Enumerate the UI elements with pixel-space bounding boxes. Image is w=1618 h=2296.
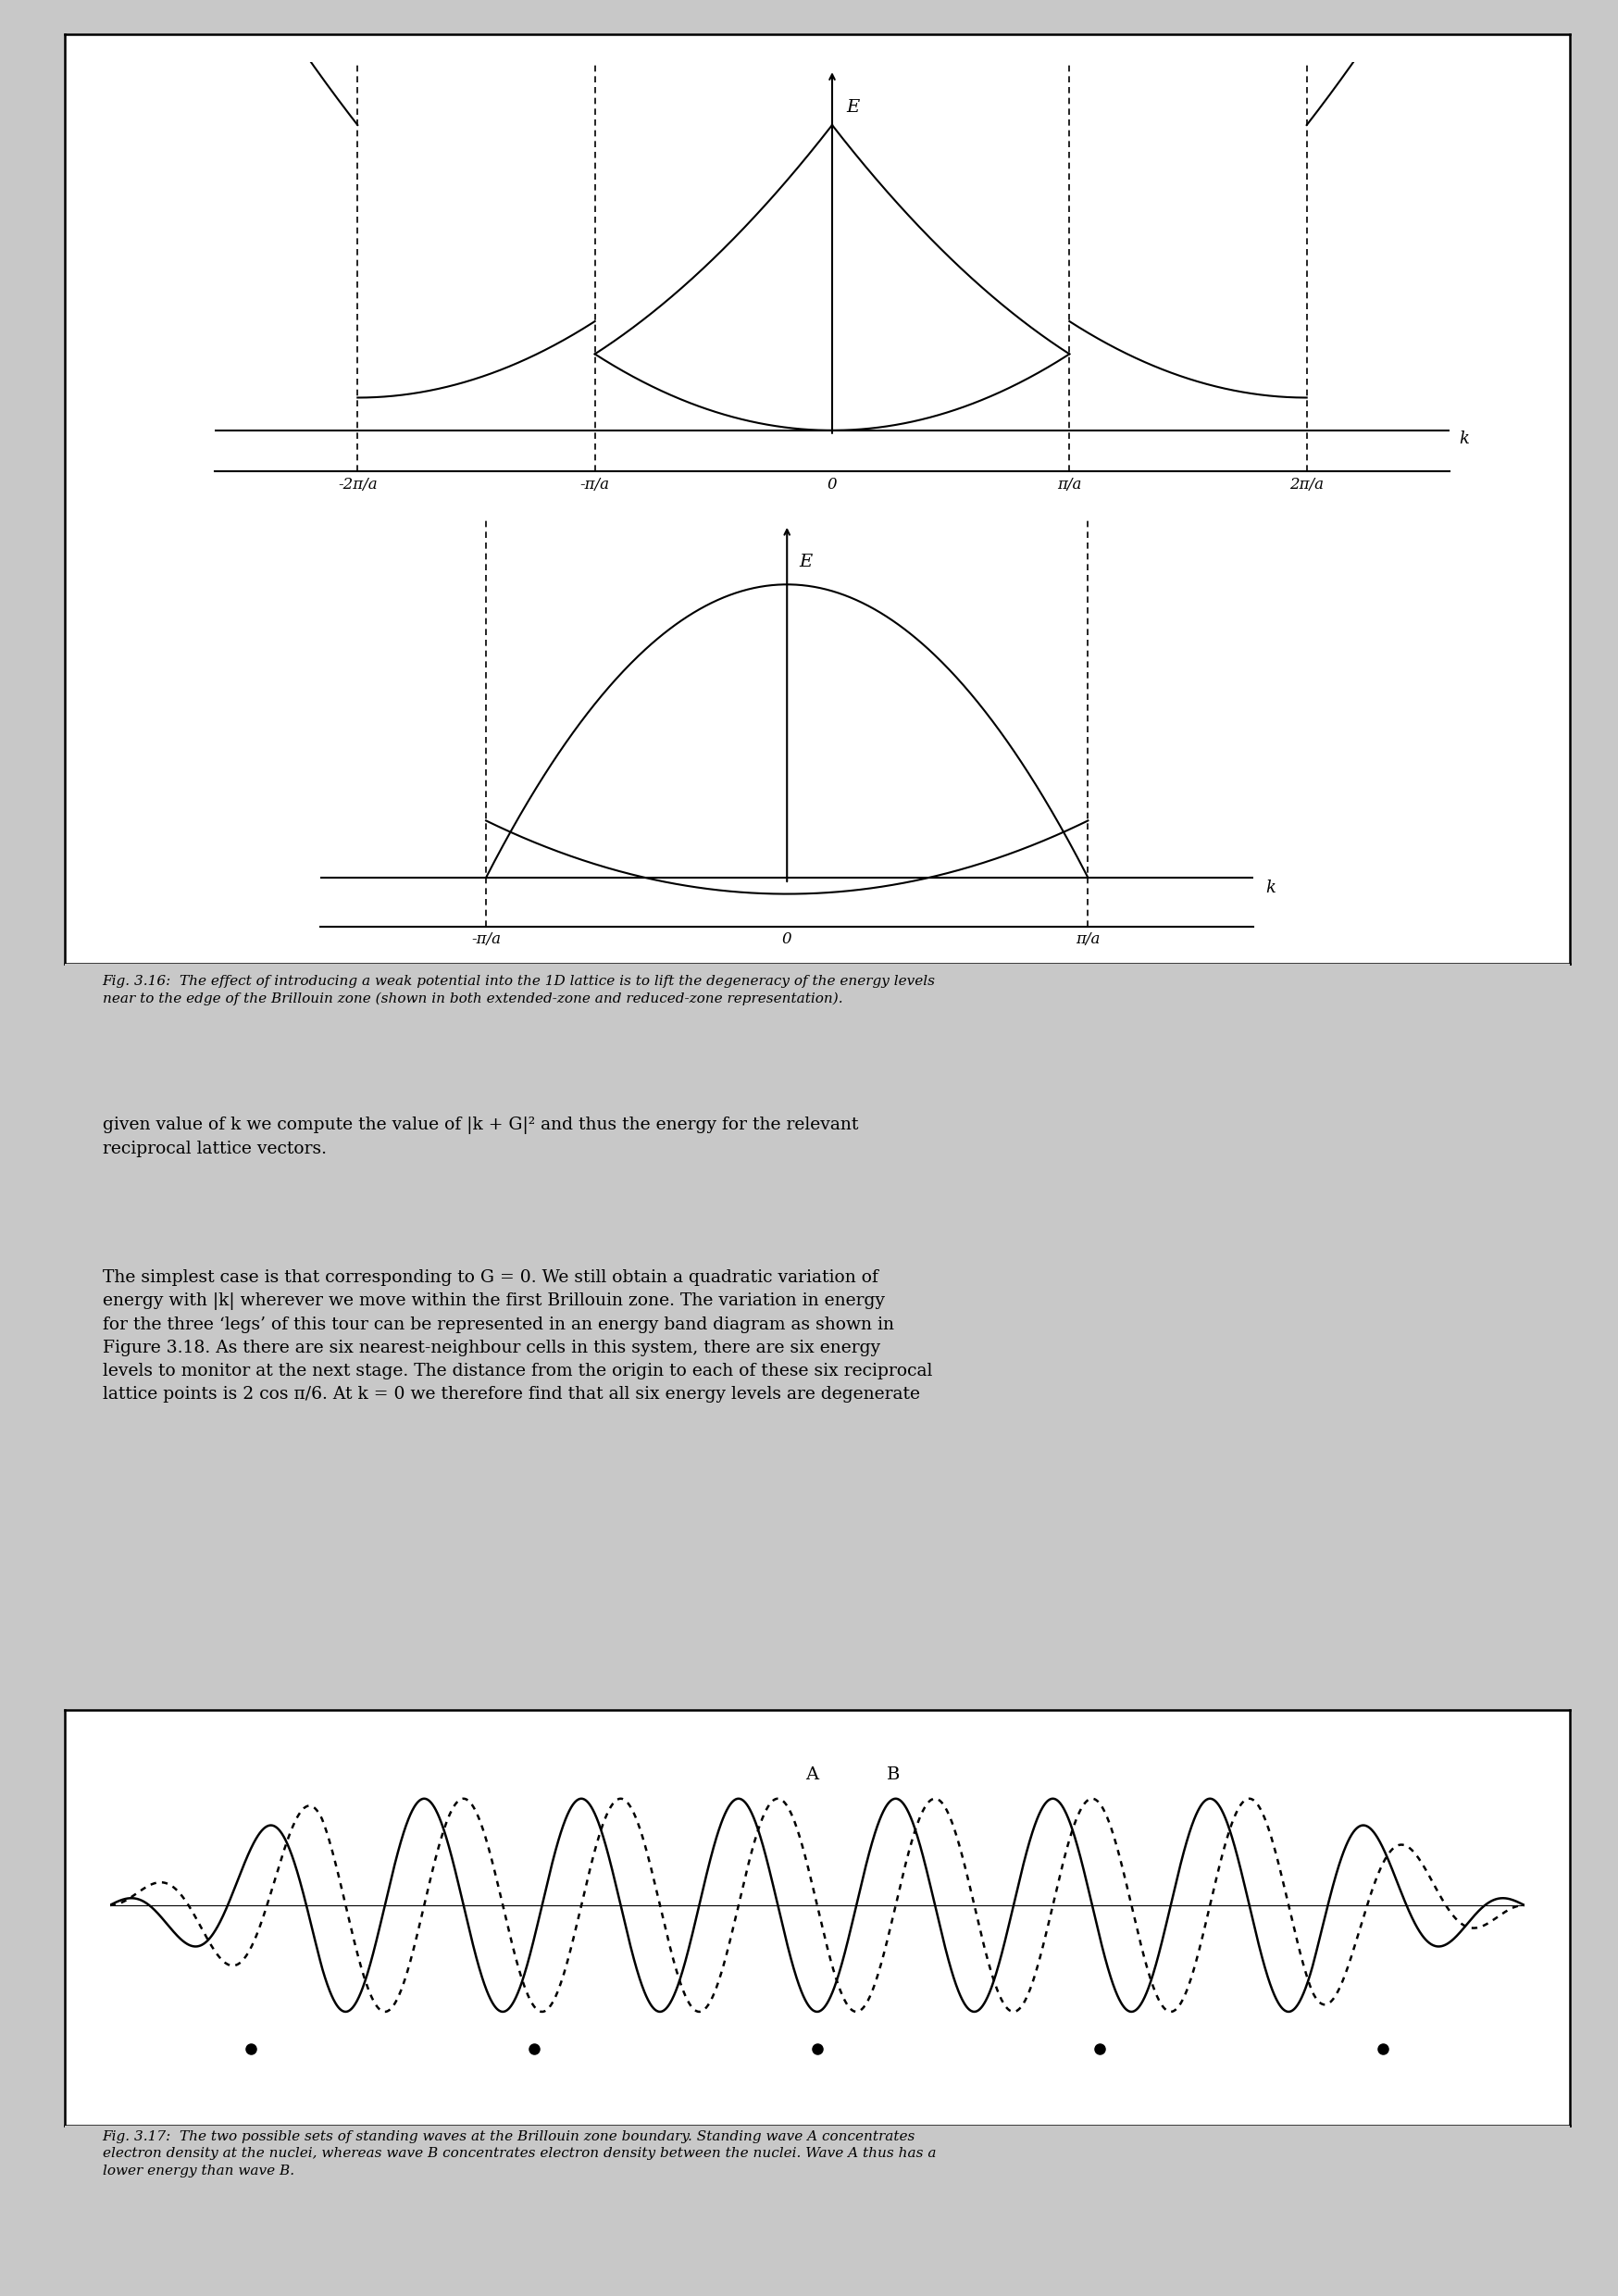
Text: Fig. 3.16:  The effect of introducing a weak potential into the 1D lattice is to: Fig. 3.16: The effect of introducing a w… xyxy=(102,974,935,1006)
Text: The simplest case is that corresponding to G = 0. We still obtain a quadratic va: The simplest case is that corresponding … xyxy=(102,1270,932,1403)
Text: given value of k we compute the value of |k + G|² and thus the energy for the re: given value of k we compute the value of… xyxy=(102,1116,858,1157)
Text: Fig. 3.17:  The two possible sets of standing waves at the Brillouin zone bounda: Fig. 3.17: The two possible sets of stan… xyxy=(102,2131,935,2177)
